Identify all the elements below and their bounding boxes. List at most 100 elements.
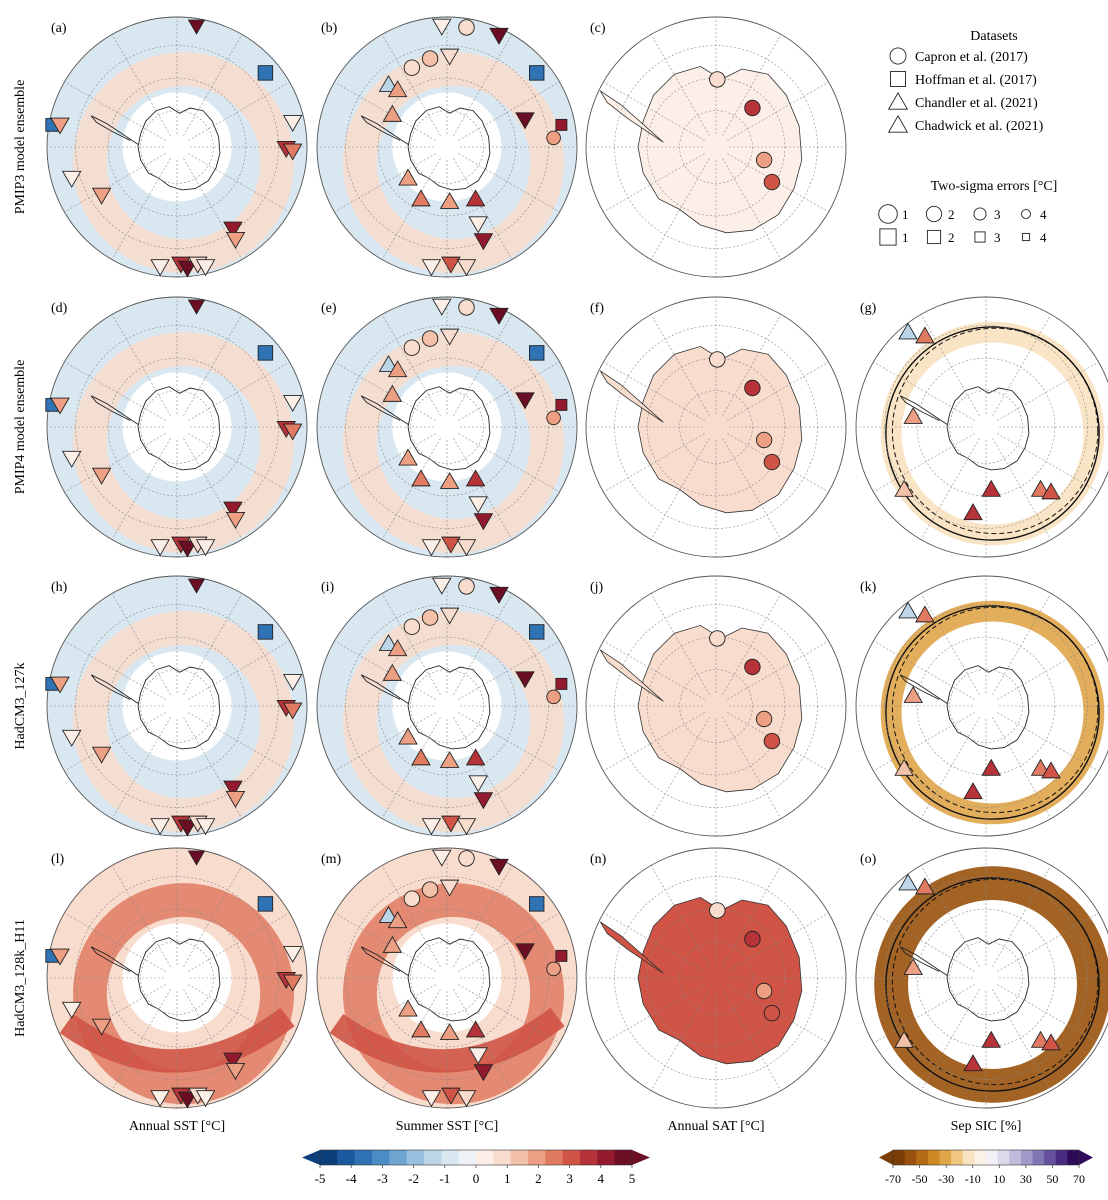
site-marker-tri-up [915,605,935,623]
site-marker-tri-up [411,469,431,487]
antarctica-outline [946,937,1030,1022]
peninsula-outline [899,946,948,976]
meridian-gridline [188,912,290,972]
site-marker-tri-down [91,467,112,485]
meridian-gridline [873,640,975,700]
meridian-gridline [603,984,705,1044]
colorbar-tick: -4 [346,1171,357,1186]
panel-letter: (c) [590,21,606,36]
site-marker-circle [421,50,439,67]
site-marker-tri-down [468,216,488,234]
antarctica-outline [407,665,491,750]
site-marker-tri-down [421,1090,442,1108]
latitude-gridline [140,669,214,743]
antarctica-outline [137,386,221,471]
antarctica-sat-field [637,624,803,793]
map-boundary [46,847,308,1109]
site-marker-tri-down [468,1047,488,1065]
site-marker-tri-up [465,748,486,766]
colorbar-tick: -30 [938,1172,954,1186]
colorbar-swatch [939,1150,952,1165]
colorbar-tick: -5 [315,1171,326,1186]
anomaly-band [342,883,564,1105]
panel-letter: (i) [321,580,335,595]
meridian-gridline [650,593,710,695]
site-marker-tri-down [223,1052,243,1070]
site-marker-tri-down [61,729,82,747]
peninsula-outline [360,115,409,145]
meridian-gridline [650,438,710,540]
latitude-gridline [377,357,517,497]
site-marker-tri-down [50,117,70,135]
anomaly-band [342,332,564,554]
legend-marker-triangle-up [887,114,909,133]
site-marker-tri-up [465,469,486,487]
meridian-gridline [188,984,290,1044]
colorbar-swatch [458,1150,477,1165]
meridian-gridline [111,158,171,260]
meridian-gridline [111,989,171,1091]
meridian-gridline [188,81,290,141]
meridian-gridline [603,361,705,421]
error-size-label: 1 [902,207,909,222]
site-marker-circle [709,71,726,88]
site-marker-tri-down [61,1001,82,1019]
latitude-gridline [410,110,484,184]
error-size-square [974,231,986,243]
panel-letter: (a) [51,21,67,36]
map-panel-f [585,296,847,558]
site-marker-circle [458,299,475,316]
peninsula-outline [90,115,139,145]
latitude-gridline [140,390,214,464]
meridian-gridline [334,153,436,213]
latitude-gridline [107,357,247,497]
panel-letter: (o) [860,852,877,867]
legend-entry-label: Chadwick et al. (2021) [915,119,1044,134]
site-marker-circle [403,890,421,907]
site-marker-tri-down [50,397,70,415]
row-label: HadCM3_127k [13,662,28,749]
peninsula-outline [360,946,409,976]
sic-anomaly-band [874,866,1108,1103]
latitude-gridline [679,110,753,184]
panel-letter: (l) [51,852,65,867]
site-marker-tri-down [432,849,452,867]
site-marker-tri-up [439,191,460,209]
sic-anomaly-band [880,600,1105,825]
ice-edge-reference [891,606,1099,814]
colorbar-swatch [441,1150,460,1165]
meridian-gridline [183,593,243,695]
colorbar-swatch [597,1150,616,1165]
colorbar-swatch [528,1150,546,1165]
meridian-gridline [997,984,1099,1044]
meridian-gridline [650,989,710,1091]
meridian-gridline [183,314,243,416]
site-marker-tri-up [903,406,923,424]
latitude-gridline [679,669,753,743]
site-marker-circle [458,850,475,867]
meridian-gridline [920,593,980,695]
site-marker-circle [709,351,726,368]
site-marker-tri-down [91,746,112,764]
latitude-gridline [949,941,1023,1015]
site-marker-circle [763,453,781,471]
site-marker-tri-down [91,187,112,205]
site-marker-tri-down [150,818,170,836]
colorbar-swatch [372,1150,390,1165]
meridian-gridline [381,593,441,695]
antarctica-outline [946,665,1030,750]
colorbar-tick: -10 [965,1172,981,1186]
row-label: PMIP3 model ensemble [13,80,28,215]
site-marker-tri-down [421,818,442,836]
antarctica-outline [407,937,491,1022]
meridian-gridline [64,912,166,972]
meridian-gridline [334,984,436,1044]
meridian-gridline [381,314,441,416]
meridian-gridline [997,912,1099,972]
site-marker-square [555,398,568,411]
site-marker-tri-up [398,448,418,466]
site-marker-tri-down [489,307,509,325]
meridian-gridline [453,593,513,695]
meridian-gridline [992,717,1052,819]
colorbar-extend-high [1079,1150,1093,1165]
